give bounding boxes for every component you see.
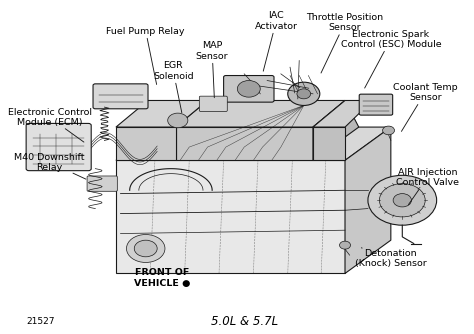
Polygon shape <box>116 101 208 127</box>
Polygon shape <box>175 101 345 127</box>
Circle shape <box>288 82 320 106</box>
FancyBboxPatch shape <box>93 84 148 109</box>
Text: M40 Downshift
Relay: M40 Downshift Relay <box>14 153 86 179</box>
Polygon shape <box>175 127 313 160</box>
Polygon shape <box>116 127 175 160</box>
Text: Electronic Control
Module (ECM): Electronic Control Module (ECM) <box>8 108 91 142</box>
Polygon shape <box>345 127 391 274</box>
Text: Coolant Temp
Sensor: Coolant Temp Sensor <box>393 83 457 131</box>
Circle shape <box>297 89 310 99</box>
Text: 21527: 21527 <box>27 317 55 326</box>
Polygon shape <box>313 101 359 160</box>
FancyBboxPatch shape <box>87 176 117 191</box>
Circle shape <box>393 194 411 207</box>
Text: Throttle Position
Sensor: Throttle Position Sensor <box>307 13 383 73</box>
Text: MAP
Sensor: MAP Sensor <box>196 41 228 98</box>
Circle shape <box>379 184 425 217</box>
Circle shape <box>134 240 157 257</box>
Text: IAC
Activator: IAC Activator <box>255 11 298 71</box>
Text: EGR
Solenoid: EGR Solenoid <box>153 61 193 113</box>
Circle shape <box>368 175 437 225</box>
Circle shape <box>168 113 188 128</box>
Circle shape <box>383 126 394 135</box>
Circle shape <box>339 241 350 249</box>
Text: Fuel Pump Relay: Fuel Pump Relay <box>107 27 185 85</box>
Polygon shape <box>116 160 345 274</box>
Text: 5.0L & 5.7L: 5.0L & 5.7L <box>210 315 278 328</box>
FancyBboxPatch shape <box>200 96 227 112</box>
FancyBboxPatch shape <box>359 94 392 115</box>
Polygon shape <box>313 127 345 160</box>
Text: AIR Injection
Control Valve: AIR Injection Control Valve <box>396 168 459 205</box>
Polygon shape <box>116 127 391 160</box>
Circle shape <box>237 80 260 97</box>
Circle shape <box>127 234 165 263</box>
FancyBboxPatch shape <box>26 124 91 171</box>
Polygon shape <box>313 101 373 127</box>
Text: Electronic Spark
Control (ESC) Module: Electronic Spark Control (ESC) Module <box>340 29 441 88</box>
FancyBboxPatch shape <box>224 75 274 102</box>
Text: FRONT OF
VEHICLE ●: FRONT OF VEHICLE ● <box>134 269 190 288</box>
Text: Detonation
(Knock) Sensor: Detonation (Knock) Sensor <box>355 248 427 269</box>
